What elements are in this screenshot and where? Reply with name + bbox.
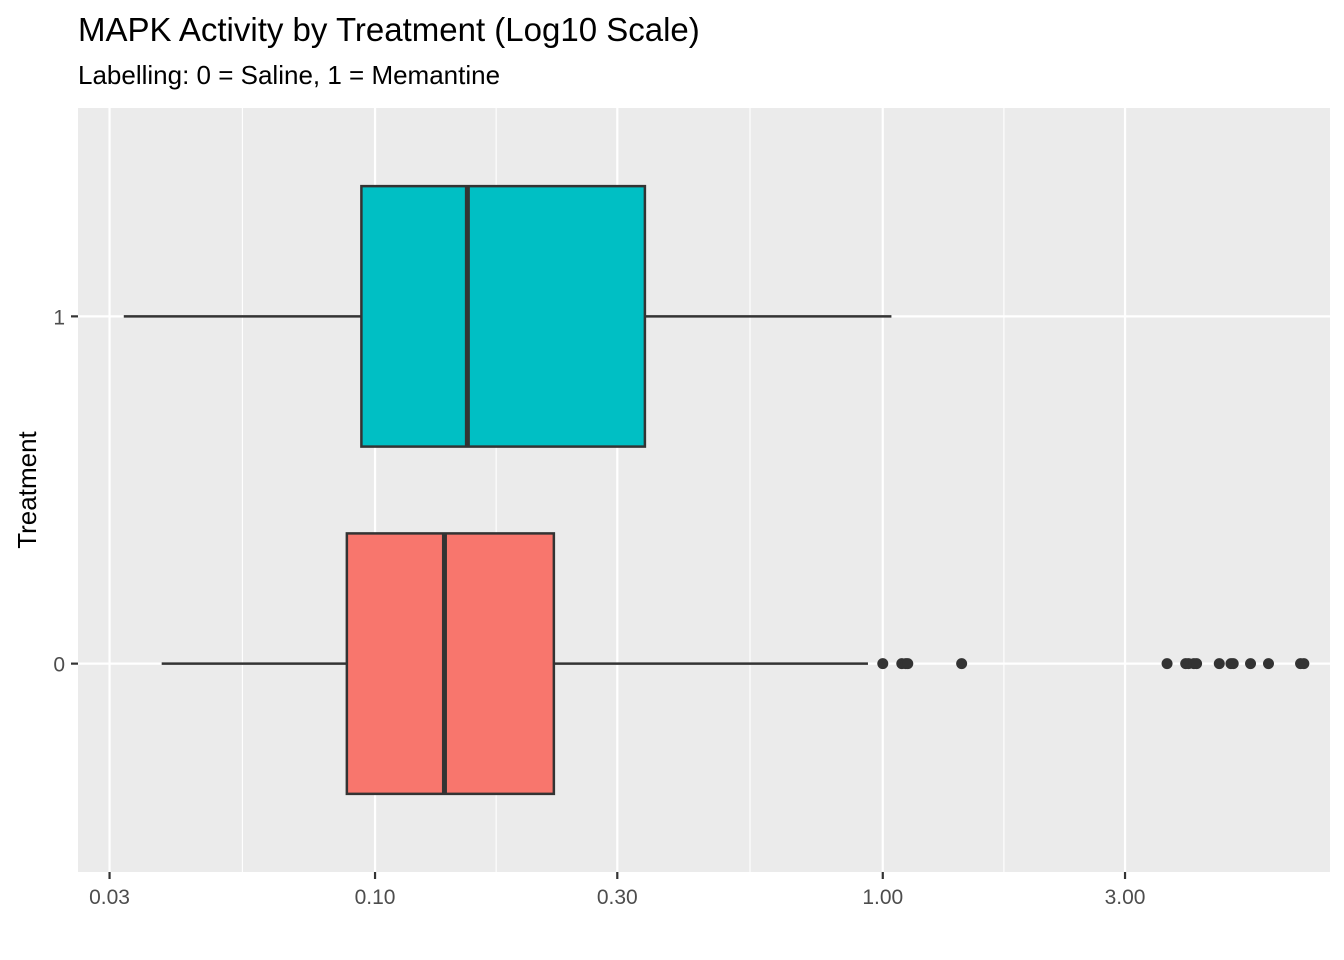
x-axis: 0.03 0.10 0.30 1.00 3.00	[89, 872, 1145, 909]
y-tick-label: 0	[53, 654, 65, 677]
boxplots	[123, 184, 1310, 796]
outlier-point	[1227, 658, 1239, 670]
x-tick-label: 0.30	[597, 886, 638, 909]
outlier-point	[1262, 658, 1274, 670]
box-iqr	[360, 184, 647, 448]
y-tick-label: 1	[53, 306, 65, 329]
y-axis: 01	[53, 306, 78, 677]
x-tick-label: 1.00	[862, 886, 903, 909]
outlier-point	[902, 658, 914, 670]
outlier-point	[1161, 658, 1173, 670]
boxplot-1	[123, 184, 892, 448]
boxplot-0	[161, 532, 1310, 796]
x-tick-label: 0.03	[89, 886, 130, 909]
outlier-point	[877, 658, 889, 670]
outlier-point	[1191, 658, 1203, 670]
box-iqr	[345, 532, 556, 796]
chart-title: MAPK Activity by Treatment (Log10 Scale)	[78, 11, 700, 48]
x-tick-label: 3.00	[1105, 886, 1146, 909]
outlier-point	[1213, 658, 1225, 670]
x-tick-label: 0.10	[355, 886, 396, 909]
outlier-point	[1298, 658, 1310, 670]
outlier-point	[956, 658, 968, 670]
chart-subtitle: Labelling: 0 = Saline, 1 = Memantine	[78, 60, 500, 90]
outlier-point	[1245, 658, 1257, 670]
plot-panel	[78, 108, 1330, 872]
y-axis-title: Treatment	[12, 430, 42, 548]
